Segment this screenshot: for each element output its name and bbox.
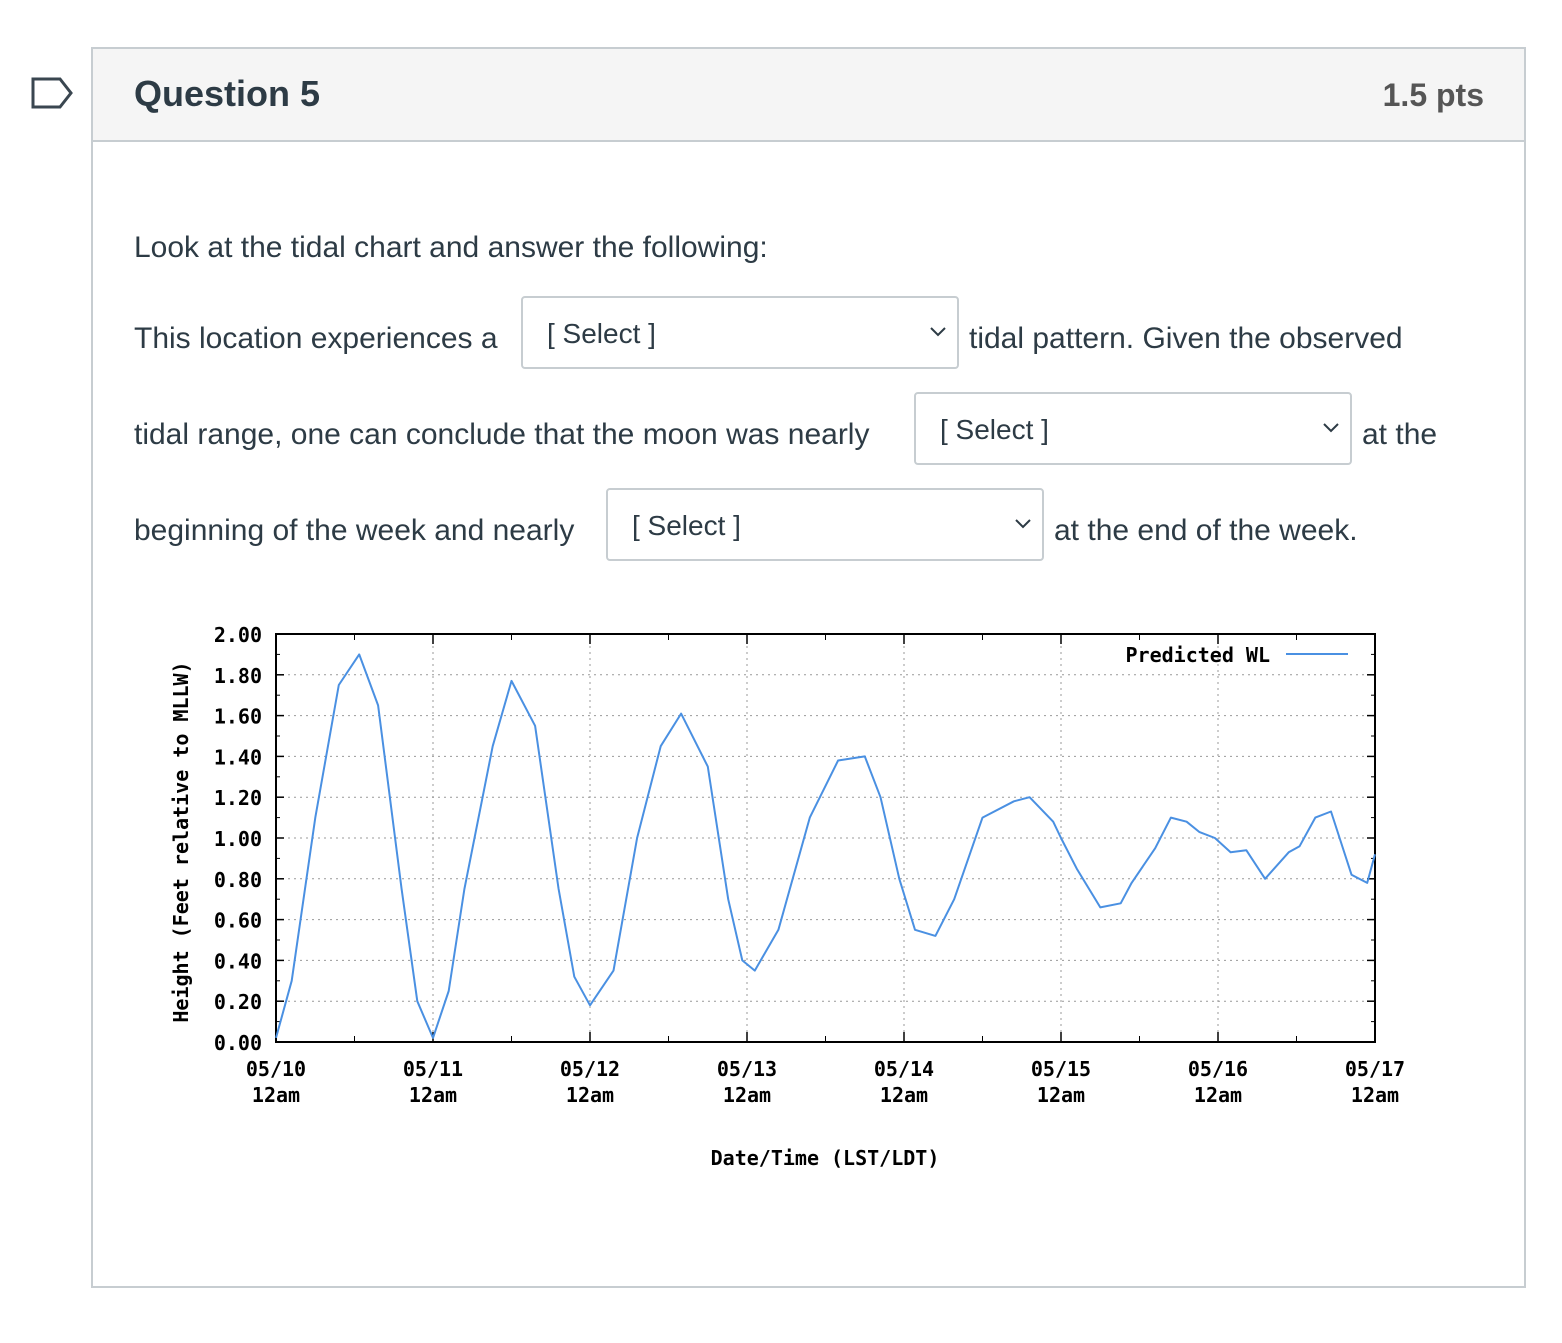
prompt-line1-before: This location experiences a [134, 322, 498, 355]
tidal-pattern-select[interactable]: [ Select ] [521, 296, 959, 369]
x-tick-time-label: 12am [409, 1083, 457, 1107]
x-tick-time-label: 12am [723, 1083, 771, 1107]
prompt-line3-before: beginning of the week and nearly [134, 514, 575, 547]
prompt-line1-after: tidal pattern. Given the observed [969, 322, 1403, 355]
moon-beginning-select[interactable]: [ Select ] [914, 392, 1352, 465]
x-tick-date-label: 05/13 [717, 1057, 777, 1081]
y-axis-title: Height (Feet relative to MLLW) [169, 661, 193, 1022]
x-tick-date-label: 05/15 [1031, 1057, 1091, 1081]
x-tick-time-label: 12am [1351, 1083, 1399, 1107]
prompt-intro: Look at the tidal chart and answer the f… [134, 231, 768, 264]
x-axis-title: Date/Time (LST/LDT) [711, 1146, 940, 1170]
x-tick-date-label: 05/10 [246, 1057, 306, 1081]
x-tick-time-label: 12am [252, 1083, 300, 1107]
chevron-down-icon [930, 327, 946, 337]
moon-end-select[interactable]: [ Select ] [606, 488, 1044, 561]
question-title: Question 5 [134, 73, 321, 114]
chevron-down-icon [1015, 519, 1031, 529]
chevron-down-icon [1323, 423, 1339, 433]
question-points: 1.5 pts [1382, 77, 1484, 113]
question-header: Question 5 1.5 pts [93, 49, 1524, 142]
y-tick-label: 1.60 [214, 705, 262, 729]
prompt-line3-after: at the end of the week. [1054, 514, 1358, 547]
prompt-line2-before: tidal range, one can conclude that the m… [134, 418, 870, 451]
prompt-line2-after: at the [1362, 418, 1438, 451]
y-tick-label: 0.80 [214, 868, 262, 892]
series-line-predicted-wl [275, 653, 1376, 1039]
tidal-chart: 0.00 0.20 0.40 0.60 0.80 1.00 1.20 1.40 1.60 1.80… [169, 623, 1405, 1170]
y-tick-label: 1.80 [214, 664, 262, 688]
y-tick-label: 1.20 [214, 786, 262, 810]
x-tick-time-label: 12am [1037, 1083, 1085, 1107]
x-tick-date-label: 05/17 [1345, 1057, 1405, 1081]
moon-end-select-value: [ Select ] [632, 510, 741, 541]
x-tick-time-label: 12am [566, 1083, 614, 1107]
x-tick-date-label: 05/14 [874, 1057, 934, 1081]
x-tick-date-label: 05/12 [560, 1057, 620, 1081]
y-tick-label: 1.00 [214, 827, 262, 851]
moon-beginning-select-value: [ Select ] [940, 414, 1049, 445]
x-tick-date-label: 05/16 [1188, 1057, 1248, 1081]
y-tick-label: 2.00 [214, 623, 262, 647]
flag-outline-icon[interactable] [30, 76, 74, 110]
legend-label: Predicted WL [1126, 643, 1271, 667]
y-tick-label: 0.60 [214, 909, 262, 933]
x-tick-date-label: 05/11 [403, 1057, 463, 1081]
tidal-pattern-select-value: [ Select ] [547, 318, 656, 349]
y-tick-label: 1.40 [214, 745, 262, 769]
y-tick-label: 0.00 [214, 1031, 262, 1055]
plot-area [276, 634, 1375, 1042]
x-tick-time-label: 12am [880, 1083, 928, 1107]
plot-frame [275, 633, 1376, 1043]
y-tick-label: 0.20 [214, 990, 262, 1014]
x-tick-time-label: 12am [1194, 1083, 1242, 1107]
y-tick-label: 0.40 [214, 949, 262, 973]
